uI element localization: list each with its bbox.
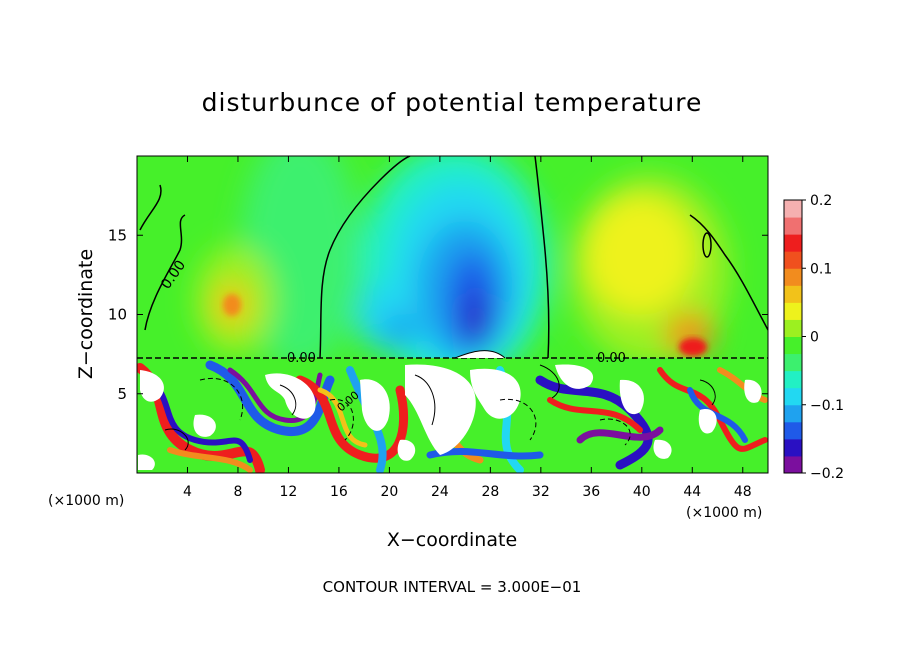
x-tick-label: 32	[532, 484, 550, 500]
colorbar-band	[784, 387, 802, 406]
zero-contour-loop	[702, 232, 712, 258]
colorbar-band	[784, 302, 802, 320]
x-unit-label: (×1000 m)	[686, 505, 762, 521]
colorbar-band	[784, 217, 802, 235]
plot-area	[137, 156, 768, 473]
colorbar-tick-label: −0.1	[810, 398, 844, 414]
y-tick-label: 5	[117, 385, 127, 403]
x-tick-label: 36	[582, 484, 600, 500]
x-tick-label: 24	[431, 484, 449, 500]
colorbar-band	[784, 285, 802, 303]
colorbar-band	[784, 319, 802, 337]
colorbar-band	[784, 251, 802, 269]
turbulent-layer	[137, 358, 768, 473]
zero-contour-plume-left	[319, 156, 411, 359]
x-tick-label: 16	[330, 484, 348, 500]
colorbar-band	[784, 234, 802, 252]
yellow-right	[585, 195, 695, 315]
x-tick-label: 4	[183, 484, 192, 500]
colorbar-bands	[784, 200, 802, 474]
red-spot-right	[679, 338, 707, 356]
orange-spot-left	[223, 294, 241, 316]
x-tick-label: 40	[633, 484, 651, 500]
y-axis-label: Z−coordinate	[75, 249, 97, 379]
y-tick-label: 10	[108, 306, 127, 324]
turbulent-swirls	[137, 360, 768, 473]
x-tick-label: 28	[481, 484, 499, 500]
colorbar-ticks: 0.2 0.1 0 −0.1 −0.2	[802, 193, 844, 482]
x-tick-label: 20	[380, 484, 398, 500]
colorbar-tick-label: 0.1	[810, 261, 832, 277]
x-axis-ticks: 4 8 12 16 20 24 28 32 36 40 44 48	[183, 156, 752, 500]
contour-label-boundary-2: 0.00	[597, 351, 626, 366]
y-unit-label: (×1000 m)	[48, 493, 124, 509]
white-saturated-regions	[138, 364, 762, 470]
zero-contour-right	[689, 214, 768, 331]
indigo-core	[464, 292, 488, 348]
lower-contour-lines	[164, 364, 716, 451]
colorbar-band	[784, 438, 802, 457]
upper-field	[195, 156, 730, 385]
x-tick-label: 44	[683, 484, 701, 500]
colorbar-tick-label: 0	[810, 330, 819, 346]
contour-interval-note: CONTOUR INTERVAL = 3.000E−01	[323, 578, 582, 596]
colorbar-band	[784, 421, 802, 440]
y-tick-label: 15	[108, 226, 127, 244]
x-tick-label: 48	[734, 484, 752, 500]
colorbar-band	[784, 268, 802, 286]
colorbar-band	[784, 370, 802, 389]
zero-contours	[139, 156, 768, 359]
zero-contour-plume-right	[534, 156, 550, 359]
colorbar-tick-label: 0.2	[810, 193, 832, 209]
blue-tongue-left	[384, 312, 416, 348]
x-tick-label: 12	[280, 484, 298, 500]
colorbar-band	[784, 455, 802, 474]
colorbar-tick-label: −0.2	[810, 466, 844, 482]
colorbar-band	[784, 200, 802, 218]
colorbar-band	[784, 336, 802, 355]
colorbar-band	[784, 404, 802, 423]
contour-label-boundary-1: 0.00	[287, 351, 316, 366]
layer-boundary-bump	[454, 350, 506, 359]
chart-title: disturbunce of potential temperature	[202, 88, 703, 117]
colorbar-band	[784, 353, 802, 372]
zero-contour-left	[139, 184, 186, 331]
x-axis-label: X−coordinate	[387, 529, 517, 551]
y-axis-ticks: 5 10 15	[108, 226, 768, 403]
x-tick-label: 8	[233, 484, 242, 500]
colorbar: 0.2 0.1 0 −0.1 −0.2	[783, 193, 844, 482]
